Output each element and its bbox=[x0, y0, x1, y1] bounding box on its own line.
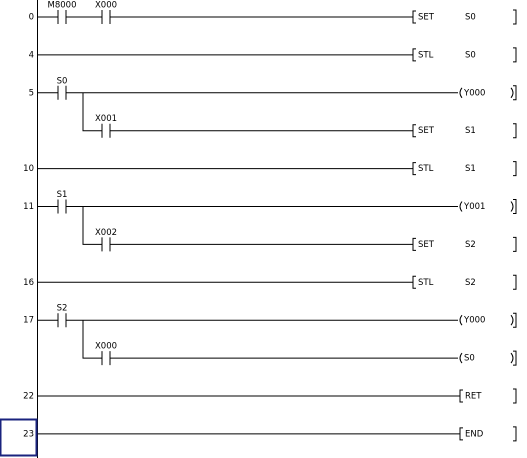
instruction-bracket bbox=[459, 389, 463, 403]
instruction-bracket bbox=[412, 10, 416, 24]
instruction-arg: S1 bbox=[465, 126, 476, 136]
step-number: 0 bbox=[29, 13, 34, 23]
coil-close bbox=[510, 314, 514, 326]
right-rail-bracket bbox=[513, 350, 517, 366]
instruction-op: SET bbox=[418, 13, 435, 23]
instruction-op: STL bbox=[418, 278, 434, 288]
instruction-arg: S0 bbox=[465, 13, 476, 23]
contact-gap bbox=[102, 123, 110, 138]
step-number: 16 bbox=[23, 278, 34, 288]
right-rail-bracket bbox=[513, 47, 517, 63]
instruction-op: END bbox=[465, 429, 484, 439]
contact-label: X000 bbox=[95, 1, 117, 11]
contact-gap bbox=[102, 237, 110, 252]
coil-label: Y000 bbox=[463, 316, 485, 326]
branch-wire bbox=[82, 206, 413, 245]
step-number: 23 bbox=[23, 429, 34, 439]
right-rail-bracket bbox=[513, 388, 517, 404]
contact-label: S0 bbox=[57, 76, 68, 86]
contact-gap bbox=[102, 351, 110, 366]
instruction-bracket bbox=[412, 48, 416, 62]
step-number: 5 bbox=[29, 88, 34, 98]
instruction-bracket bbox=[412, 237, 416, 251]
instruction-op: STL bbox=[418, 50, 434, 60]
coil-close bbox=[510, 201, 514, 212]
step-number: 4 bbox=[29, 50, 34, 60]
coil-open bbox=[459, 352, 463, 364]
coil-close bbox=[510, 352, 514, 364]
right-rail-bracket bbox=[513, 199, 517, 214]
step-number: 17 bbox=[23, 316, 34, 326]
instruction-arg: S2 bbox=[465, 240, 476, 250]
contact-label: X001 bbox=[95, 114, 117, 124]
instruction-op: SET bbox=[418, 126, 435, 136]
right-rail-bracket bbox=[513, 123, 517, 139]
contact-gap bbox=[58, 313, 66, 328]
instruction-bracket bbox=[412, 162, 416, 176]
contact-label: X000 bbox=[95, 342, 117, 352]
branch-wire bbox=[82, 92, 413, 132]
instruction-bracket bbox=[412, 124, 416, 138]
instruction-op: SET bbox=[418, 240, 435, 250]
branch-wire bbox=[82, 320, 458, 359]
contact-gap bbox=[102, 10, 110, 24]
contact-gap bbox=[58, 85, 66, 100]
coil-close bbox=[510, 87, 514, 99]
step-number: 22 bbox=[23, 392, 34, 402]
right-rail-bracket bbox=[513, 426, 517, 442]
contact-label: S2 bbox=[57, 304, 68, 314]
right-rail-bracket bbox=[513, 161, 517, 177]
step-number: 11 bbox=[23, 202, 34, 212]
cursor[interactable] bbox=[0, 418, 38, 457]
contact-gap bbox=[58, 199, 66, 214]
coil-open bbox=[459, 87, 463, 99]
right-rail-bracket bbox=[513, 236, 517, 252]
coil-open bbox=[459, 201, 463, 212]
right-rail-bracket bbox=[513, 312, 517, 328]
coil-label: Y000 bbox=[463, 88, 485, 98]
coil-label: S0 bbox=[464, 354, 475, 364]
coil-label: Y001 bbox=[463, 202, 485, 212]
instruction-arg: S0 bbox=[465, 50, 476, 60]
instruction-op: RET bbox=[465, 392, 482, 402]
instruction-arg: S2 bbox=[465, 278, 476, 288]
right-rail-bracket bbox=[513, 9, 517, 25]
contact-gap bbox=[58, 10, 66, 24]
step-number: 10 bbox=[23, 164, 34, 174]
contact-label: S1 bbox=[57, 190, 68, 200]
coil-open bbox=[459, 314, 463, 326]
instruction-arg: S1 bbox=[465, 164, 476, 174]
right-rail-bracket bbox=[513, 274, 517, 290]
instruction-bracket bbox=[412, 275, 416, 289]
instruction-op: STL bbox=[418, 164, 434, 174]
contact-label: X002 bbox=[95, 228, 117, 238]
right-rail-bracket bbox=[513, 85, 517, 101]
contact-label: M8000 bbox=[48, 1, 77, 11]
instruction-bracket bbox=[459, 427, 463, 441]
